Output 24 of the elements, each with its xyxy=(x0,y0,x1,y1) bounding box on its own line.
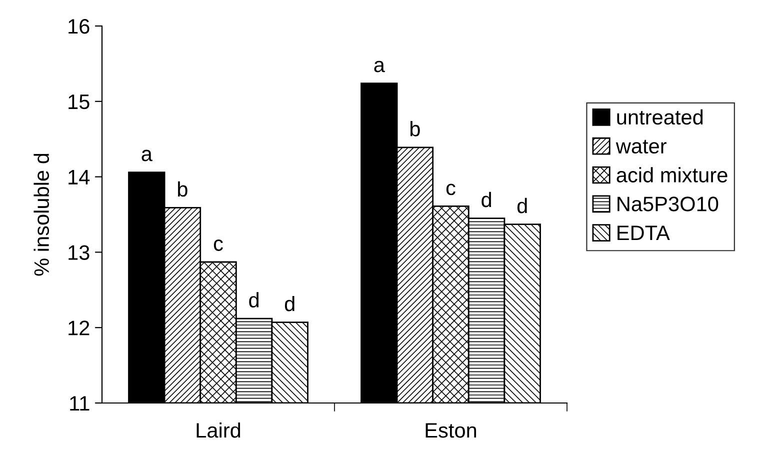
x-tick-label: Laird xyxy=(196,422,240,438)
data-label: a xyxy=(374,60,385,72)
data-label: d xyxy=(284,296,294,312)
legend-label: untreated xyxy=(617,109,703,125)
legend-label: acid mixture xyxy=(616,167,728,182)
y-tick-label: 11 xyxy=(70,396,90,411)
y-tick-label: 14 xyxy=(68,170,90,184)
data-label: d xyxy=(249,292,259,308)
x-tick-label: Eston xyxy=(426,423,476,438)
y-tick-label: 13 xyxy=(68,245,90,260)
data-label: d xyxy=(482,192,492,208)
data-label: d xyxy=(517,198,527,214)
data-label: b xyxy=(410,121,420,136)
data-label: a xyxy=(142,150,152,162)
legend-label: EDTA xyxy=(618,226,670,240)
data-label: c xyxy=(446,184,456,196)
data-label: b xyxy=(178,181,188,197)
y-tick-label: 12 xyxy=(68,320,90,336)
data-label: c xyxy=(214,240,223,251)
y-axis-title: % insoluble d xyxy=(34,154,50,276)
y-tick-label: 15 xyxy=(68,94,90,110)
legend-label: water xyxy=(616,140,666,154)
y-tick-label: 16 xyxy=(68,19,90,34)
legend-label: Na5P3O10 xyxy=(618,196,718,212)
